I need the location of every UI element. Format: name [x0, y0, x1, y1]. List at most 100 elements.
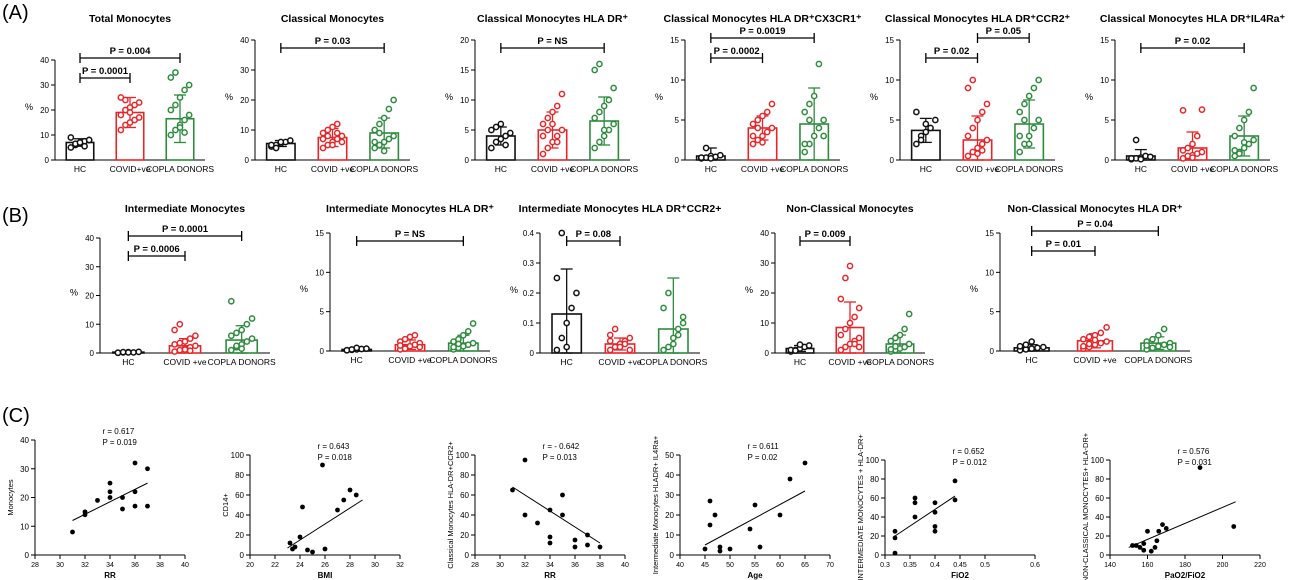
- data-point: [132, 489, 138, 495]
- y-tick-label: 40: [235, 511, 244, 520]
- data-point: [931, 116, 939, 124]
- y-tick-label: 50: [665, 451, 674, 460]
- data-point: [759, 112, 766, 120]
- data-point: [347, 487, 353, 493]
- y-tick-label: 20: [240, 96, 249, 105]
- data-point: [801, 148, 809, 156]
- data-point: [82, 509, 88, 515]
- data-point: [1091, 336, 1099, 344]
- regression-line: [704, 490, 806, 546]
- data-point: [777, 512, 783, 518]
- data-point: [1143, 342, 1151, 349]
- data-point: [1231, 132, 1239, 140]
- data-point: [85, 136, 93, 144]
- data-point: [716, 151, 724, 159]
- regression-line: [1128, 501, 1236, 548]
- data-point: [754, 124, 762, 132]
- chart-10: 0 5 10 15 Non-Classical Monocytes HLA DR⁺% HC…: [970, 203, 1193, 365]
- data-point: [837, 331, 845, 339]
- data-point: [333, 129, 341, 137]
- y-tick-label: 15: [670, 36, 679, 45]
- data-point: [1146, 153, 1154, 161]
- data-point: [297, 534, 303, 540]
- x-tick-label: COVID +ve: [1073, 355, 1116, 365]
- data-point: [1231, 524, 1237, 529]
- chart-title: Classical Monocytes HLA DR⁺CX3CR1⁺: [664, 13, 862, 25]
- y-tick-label: 20: [40, 106, 49, 115]
- data-point: [401, 345, 409, 352]
- data-point: [1154, 538, 1160, 544]
- y-tick-label: 0: [465, 551, 470, 560]
- data-point: [964, 84, 972, 92]
- x-tick-label: 30: [371, 562, 379, 569]
- x-tick-label: 30: [496, 562, 504, 569]
- y-tick-label: 15: [885, 36, 894, 45]
- p-value-label: P = NS: [395, 229, 425, 240]
- y-tick-label: 15: [315, 229, 324, 238]
- y-tick-label: 0: [240, 551, 245, 560]
- y-tick-label: 15: [985, 229, 994, 238]
- y-axis-label: Intermediate Monocytes HLADR+ IL4Ra+: [651, 435, 660, 574]
- data-point: [376, 120, 383, 128]
- data-point: [243, 320, 251, 328]
- data-point: [553, 102, 561, 110]
- chart-15: 0 20 40 60 80 100 0.3 0.35 0.4 0.45 0.5 0.6 FiO2 INTE…: [856, 434, 1040, 580]
- y-tick-label: 0.4: [523, 229, 535, 238]
- data-point: [842, 343, 849, 351]
- data-point: [181, 338, 189, 345]
- y-axis-label: %: [445, 92, 453, 102]
- data-point: [912, 495, 918, 501]
- data-point: [1137, 545, 1143, 550]
- data-point: [510, 487, 515, 493]
- data-point: [563, 319, 571, 327]
- data-point: [806, 100, 813, 108]
- data-point: [747, 526, 753, 532]
- y-tick-label: 40: [665, 471, 674, 480]
- data-point: [1250, 84, 1257, 92]
- x-tick-label: 38: [156, 562, 164, 569]
- data-point: [192, 342, 199, 350]
- data-point: [450, 343, 457, 351]
- data-point: [171, 326, 178, 334]
- data-point: [922, 128, 930, 136]
- y-tick-label: 0: [990, 347, 995, 356]
- data-point: [167, 106, 175, 114]
- data-point: [322, 546, 328, 552]
- data-point: [560, 492, 565, 498]
- data-point: [1025, 140, 1033, 148]
- data-point: [568, 304, 575, 312]
- y-tick-label: 30: [85, 263, 94, 272]
- data-point: [626, 334, 634, 342]
- data-point: [238, 345, 246, 353]
- data-point: [759, 139, 766, 146]
- x-tick-label: COPLA DONORS: [208, 357, 276, 367]
- data-point: [596, 60, 603, 68]
- y-tick-label: 5: [320, 308, 325, 317]
- data-point: [416, 343, 424, 351]
- data-point: [1156, 528, 1162, 534]
- p-value-label: P = 0.05: [986, 26, 1022, 37]
- y-tick-label: 10: [460, 96, 469, 105]
- panel-label-a: (A): [2, 2, 29, 24]
- x-tick-label: COVID +ve: [1171, 164, 1214, 174]
- data-point: [1240, 144, 1248, 152]
- data-point: [117, 126, 125, 134]
- chart-2: 0 5 10 15 20 Classical Monocytes HLA DR⁺% HC CO…: [445, 13, 639, 174]
- x-tick-label: COVID +ve: [741, 164, 784, 174]
- data-point: [1021, 116, 1028, 124]
- x-tick-label: COVID +ve: [598, 357, 641, 367]
- data-point: [611, 325, 619, 333]
- data-point: [1080, 342, 1087, 350]
- x-tick-label: 28: [31, 562, 39, 569]
- data-point: [122, 96, 129, 104]
- data-point: [380, 114, 388, 122]
- y-tick-label: 0: [245, 156, 250, 165]
- data-point: [600, 126, 608, 134]
- p-value-label: P = 0.04: [1077, 219, 1113, 230]
- data-point: [749, 132, 757, 140]
- data-point: [277, 138, 285, 146]
- data-point: [837, 295, 845, 303]
- data-point: [176, 346, 184, 354]
- y-tick-label: 30: [240, 66, 249, 75]
